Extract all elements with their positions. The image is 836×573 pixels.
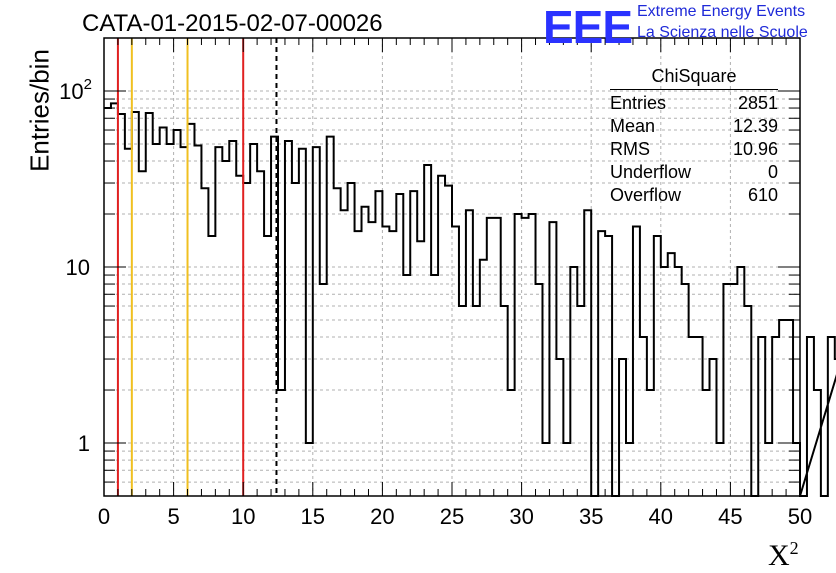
stats-row: Entries 2851 (610, 93, 778, 113)
stats-row: RMS 10.96 (610, 139, 778, 159)
eee-logo: EEE (543, 1, 633, 53)
x-tick-label: 50 (788, 504, 812, 529)
x-tick-label: 35 (579, 504, 603, 529)
stats-row: Mean 12.39 (610, 116, 778, 136)
stats-title: ChiSquare (610, 66, 778, 90)
y-tick-label: 10 (66, 255, 90, 280)
y-tick-label: 102 (59, 76, 92, 104)
y-tick-label: 1 (78, 431, 90, 456)
x-tick-label: 15 (301, 504, 325, 529)
logo-tagline-1: Extreme Energy Events (637, 3, 806, 20)
x-tick-label: 30 (509, 504, 533, 529)
histogram-series (104, 102, 836, 497)
x-tick-label: 5 (167, 504, 179, 529)
x-tick-label: 40 (649, 504, 673, 529)
x-tick-label: 0 (98, 504, 110, 529)
x-tick-label: 45 (718, 504, 742, 529)
stats-row: Underflow 0 (610, 162, 778, 182)
stats-box: ChiSquare Entries 2851 Mean 12.39 RMS 10.96… (610, 66, 778, 207)
x-tick-label: 20 (370, 504, 394, 529)
y-axis-label: Entries/bin (24, 49, 55, 172)
stats-row: Overflow 610 (610, 185, 778, 205)
x-tick-label: 10 (231, 504, 255, 529)
x-tick-label: 25 (440, 504, 464, 529)
x-axis-label: X2 (768, 538, 799, 572)
run-title: CATA-01-2015-02-07-00026 (82, 10, 383, 37)
logo-tagline-2: La Scienza nelle Scuole (637, 24, 808, 41)
